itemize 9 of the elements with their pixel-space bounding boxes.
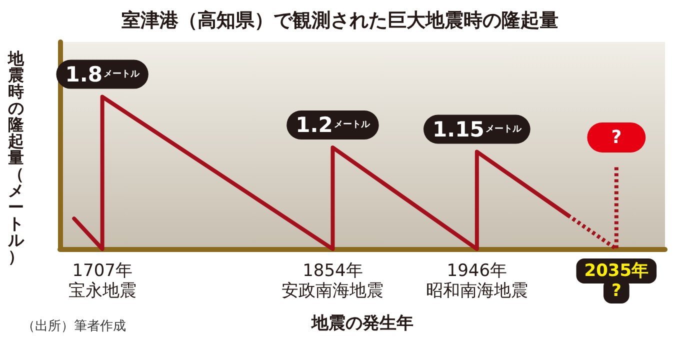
chart-title: 室津港（高知県）で観測された巨大地震時の隆起量: [122, 10, 558, 32]
x-tick-label: 1854年安政南海地震: [282, 261, 384, 301]
text: 地震時の隆起量（メートル）: [8, 48, 24, 266]
x-axis-title: 地震の発生年: [310, 314, 414, 334]
text: （出所）筆者作成: [22, 319, 126, 334]
x-tick-label: 2035年?: [584, 261, 649, 301]
x-tick-label: 1707年宝永地震: [68, 261, 136, 301]
data-label: ?: [611, 126, 622, 148]
x-tick-label: 1946年昭和南海地震: [426, 261, 528, 301]
